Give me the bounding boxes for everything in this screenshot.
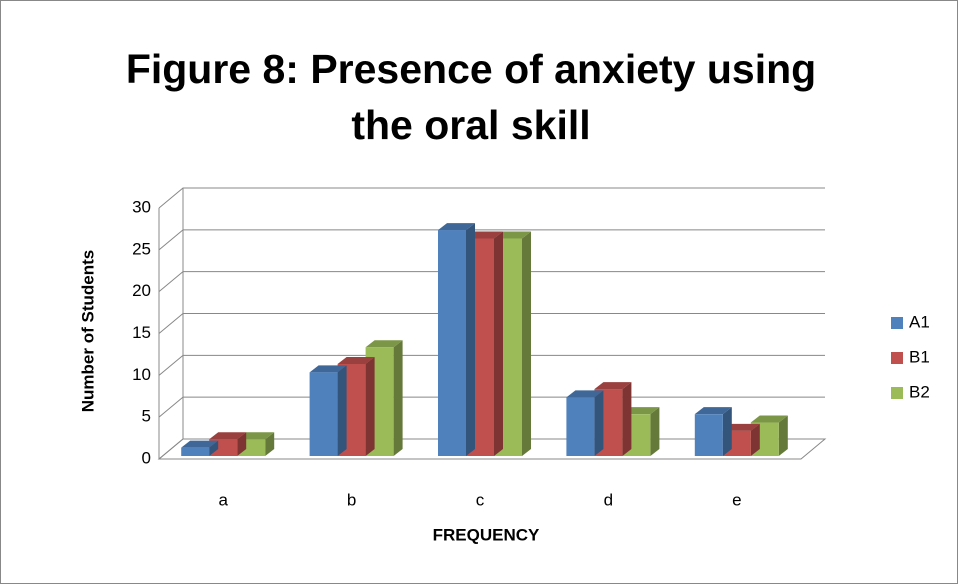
bar-face <box>337 356 375 364</box>
grid-line <box>158 313 825 334</box>
x-tick-label: d <box>604 490 613 509</box>
y-tick-label: 30 <box>132 197 151 216</box>
bar-face <box>594 390 604 456</box>
bar-face <box>494 231 531 239</box>
bar-face <box>393 340 403 456</box>
bar-face <box>650 407 660 456</box>
bar-face <box>309 372 338 456</box>
chart-title: Figure 8: Presence of anxiety using the … <box>125 46 817 148</box>
legend-swatch <box>891 352 903 364</box>
y-tick-label: 0 <box>142 448 151 467</box>
bar-face <box>365 356 375 456</box>
bar-face <box>694 414 723 456</box>
bar-face <box>622 382 632 456</box>
y-tick-label: 5 <box>142 407 151 426</box>
legend-label: B1 <box>909 347 930 366</box>
bar-face <box>237 432 275 440</box>
bar-face <box>438 230 466 456</box>
bar-face <box>209 432 247 440</box>
legend-swatch <box>891 317 903 329</box>
grid-line <box>158 354 825 376</box>
bar <box>694 407 732 456</box>
bar-face <box>566 390 604 398</box>
bar-face <box>694 407 732 415</box>
x-axis-title: FREQUENCY <box>433 525 540 544</box>
bar <box>209 432 247 456</box>
y-tick-label: 15 <box>132 323 151 342</box>
y-tick-label: 20 <box>132 281 151 300</box>
bar-face <box>594 382 632 390</box>
bar-face <box>566 397 595 456</box>
bar-face <box>309 365 347 373</box>
bar <box>438 223 475 456</box>
x-tick-label: c <box>476 490 485 509</box>
bar-face <box>265 432 275 456</box>
bar-face <box>522 231 531 456</box>
bar-face <box>181 447 210 456</box>
x-tick-label: e <box>732 490 741 509</box>
bar-face <box>466 231 503 239</box>
bar-face <box>722 407 732 456</box>
bar <box>181 440 219 456</box>
y-tick-label: 25 <box>132 239 151 258</box>
grid-line <box>158 187 825 209</box>
bar-face <box>622 407 660 415</box>
bar-face <box>466 223 475 456</box>
legend-swatch <box>891 387 903 399</box>
y-tick-label: 10 <box>132 365 151 384</box>
bar-face <box>438 223 475 231</box>
legend-label: B2 <box>909 382 930 401</box>
bar-face <box>722 423 760 431</box>
x-tick-label: b <box>347 490 356 509</box>
x-tick-label: a <box>218 490 228 509</box>
bar <box>309 365 347 456</box>
bar-face <box>750 415 788 423</box>
bar-face <box>750 423 760 456</box>
bar-face <box>181 440 219 448</box>
bar <box>566 390 604 456</box>
bar-face <box>337 365 347 456</box>
legend-label: A1 <box>909 312 930 331</box>
bar-face <box>237 432 247 456</box>
grid-line <box>158 229 825 251</box>
bar-face <box>494 231 503 456</box>
bar-face <box>209 440 219 456</box>
bar-face <box>778 415 788 456</box>
y-axis-title: Number of Students <box>78 250 97 412</box>
bar-face <box>365 340 403 348</box>
grid-line <box>158 271 825 293</box>
